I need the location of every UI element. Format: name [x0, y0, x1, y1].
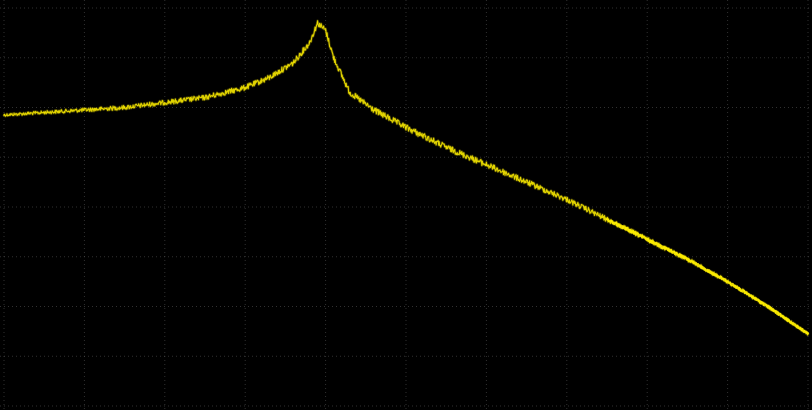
- data-point: [324, 29, 327, 32]
- series-group: [2, 19, 810, 337]
- data-point: [373, 109, 375, 111]
- data-point: [244, 86, 246, 89]
- data-point: [445, 146, 448, 149]
- data-point: [348, 91, 351, 94]
- series-line-dense-segment: [605, 218, 810, 335]
- data-point: [405, 126, 407, 129]
- data-point: [123, 106, 126, 109]
- data-point: [726, 280, 729, 283]
- data-point: [525, 181, 528, 183]
- data-point: [485, 163, 488, 166]
- data-point: [686, 258, 689, 261]
- data-point: [292, 61, 295, 64]
- data-point: [566, 198, 568, 201]
- data-point: [308, 42, 311, 44]
- data-point: [164, 101, 166, 104]
- series-0: [2, 19, 810, 337]
- data-point: [83, 109, 86, 111]
- data-point: [3, 114, 5, 116]
- data-point: [646, 238, 648, 241]
- data-point: [268, 76, 271, 79]
- data-point: [316, 22, 319, 24]
- data-point: [767, 305, 769, 308]
- data-point: [332, 56, 335, 59]
- data-point: [807, 333, 809, 335]
- data-point: [204, 96, 206, 99]
- data-point: [43, 111, 45, 114]
- data-point: [606, 218, 608, 221]
